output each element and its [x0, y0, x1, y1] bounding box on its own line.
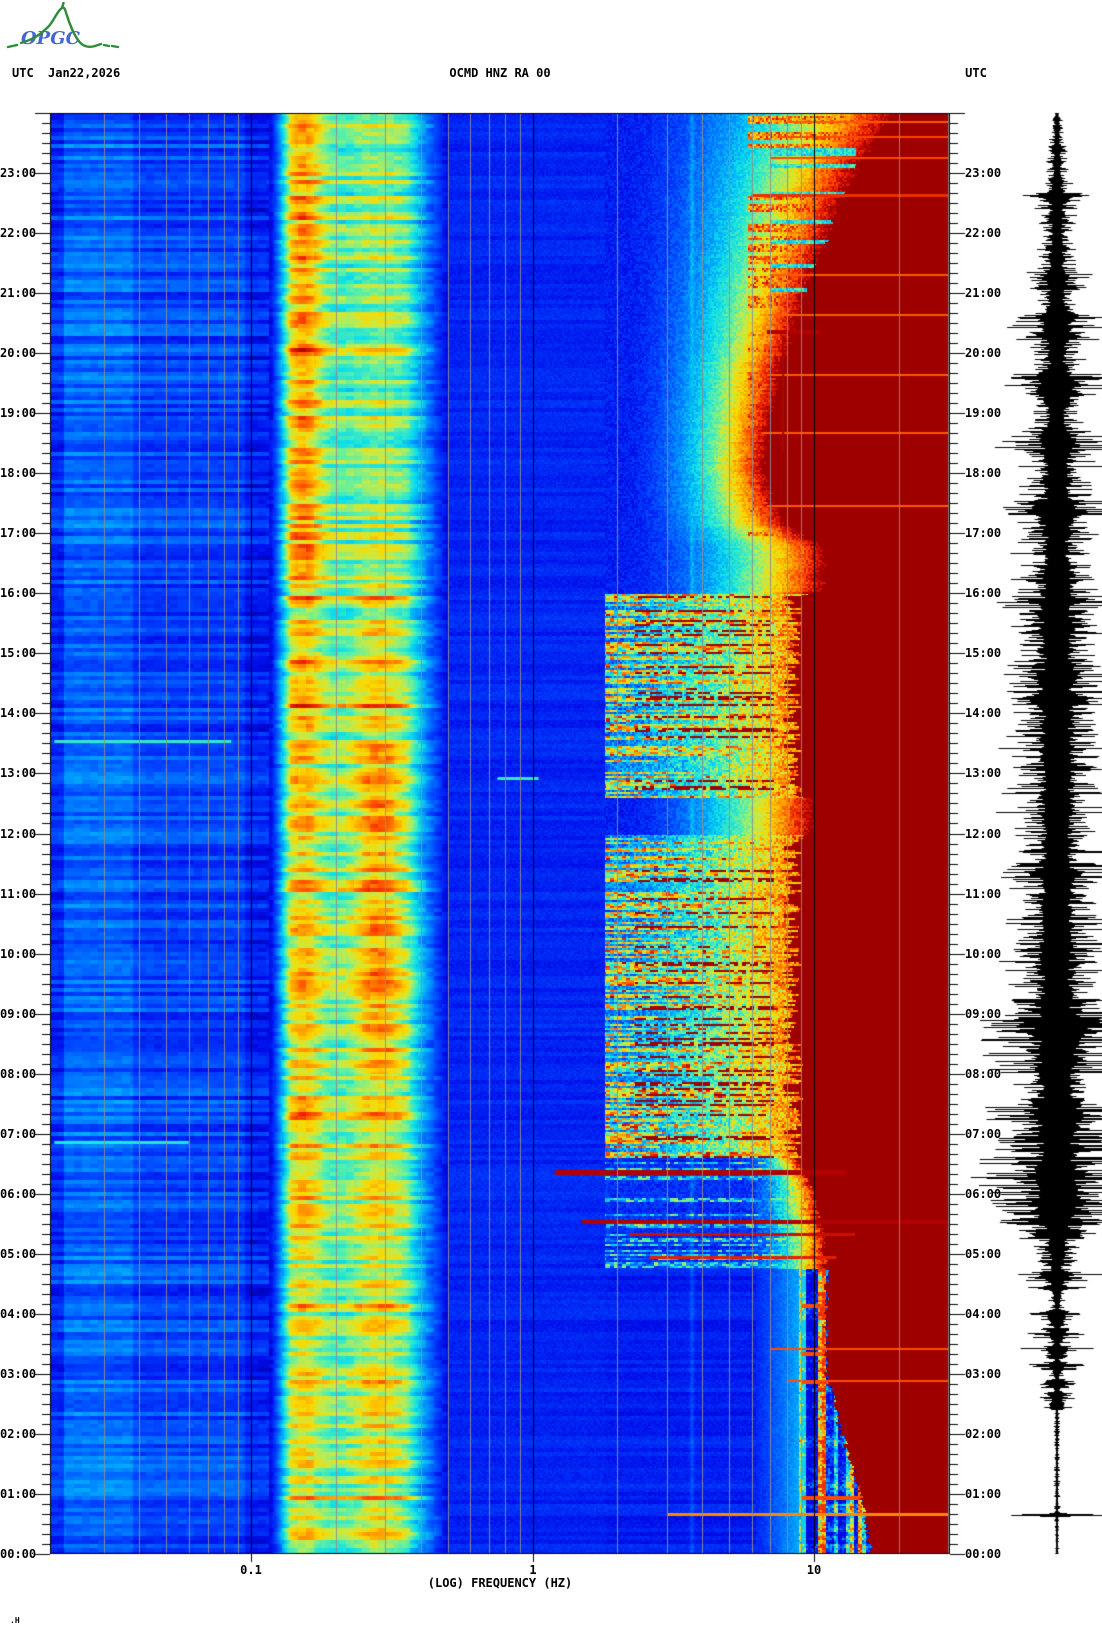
hour-label-right: 00:00	[965, 1547, 1002, 1561]
hour-label-right: 04:00	[965, 1307, 1002, 1321]
hour-label-right: 06:00	[965, 1187, 1002, 1201]
hour-label-left: 12:00	[0, 827, 37, 841]
hour-label-left: 19:00	[0, 406, 37, 420]
hour-label-left: 21:00	[0, 286, 37, 300]
logo-text: OPGC	[21, 28, 81, 49]
hour-label-left: 18:00	[0, 466, 37, 480]
hour-label-right: 01:00	[965, 1487, 1002, 1501]
hour-label-right: 05:00	[965, 1247, 1002, 1261]
utc-right-label: UTC	[965, 66, 987, 80]
freq-tick-label: 1	[529, 1563, 537, 1577]
freq-tick-label: 0.1	[240, 1563, 262, 1577]
hour-label-left: 14:00	[0, 706, 37, 720]
hour-label-right: 20:00	[965, 346, 1002, 360]
corner-mark: .H	[10, 1616, 20, 1625]
hour-label-right: 09:00	[965, 1007, 1002, 1021]
hour-label-left: 08:00	[0, 1067, 37, 1081]
hour-label-left: 15:00	[0, 646, 37, 660]
logo-mountain-line	[6, 2, 120, 49]
hour-label-right: 23:00	[965, 166, 1002, 180]
utc-left-label: UTC	[12, 66, 34, 80]
hour-label-left: 01:00	[0, 1487, 37, 1501]
hour-label-right: 07:00	[965, 1127, 1002, 1141]
hour-label-right: 17:00	[965, 526, 1002, 540]
hour-label-right: 11:00	[965, 887, 1002, 901]
hour-label-right: 08:00	[965, 1067, 1002, 1081]
hour-label-right: 03:00	[965, 1367, 1002, 1381]
hour-label-left: 10:00	[0, 947, 37, 961]
station-title: OCMD HNZ RA 00	[449, 66, 551, 80]
freq-tick-label: 10	[806, 1563, 822, 1577]
hour-label-left: 04:00	[0, 1307, 37, 1321]
freq-axis-label: (LOG) FREQUENCY (HZ)	[427, 1576, 573, 1590]
hour-label-right: 14:00	[965, 706, 1002, 720]
hour-label-left: 16:00	[0, 586, 37, 600]
hour-label-left: 22:00	[0, 226, 37, 240]
hour-label-right: 16:00	[965, 586, 1002, 600]
hour-label-left: 02:00	[0, 1427, 37, 1441]
hour-label-right: 10:00	[965, 947, 1002, 961]
hour-label-left: 23:00	[0, 166, 37, 180]
hour-label-right: 15:00	[965, 646, 1002, 660]
hour-label-left: 11:00	[0, 887, 37, 901]
opgc-logo: OPGC	[6, 2, 120, 49]
hour-label-left: 07:00	[0, 1127, 37, 1141]
hour-label-right: 13:00	[965, 766, 1002, 780]
hour-label-left: 13:00	[0, 766, 37, 780]
hour-label-left: 09:00	[0, 1007, 37, 1021]
hour-label-left: 00:00	[0, 1547, 37, 1561]
hour-label-right: 12:00	[965, 827, 1002, 841]
hour-label-left: 05:00	[0, 1247, 37, 1261]
hour-label-right: 22:00	[965, 226, 1002, 240]
hour-label-right: 19:00	[965, 406, 1002, 420]
hour-label-left: 20:00	[0, 346, 37, 360]
hour-label-left: 06:00	[0, 1187, 37, 1201]
hour-label-left: 17:00	[0, 526, 37, 540]
hour-label-right: 18:00	[965, 466, 1002, 480]
hour-label-right: 21:00	[965, 286, 1002, 300]
date-label: Jan22,2026	[48, 66, 121, 80]
hour-label-right: 02:00	[965, 1427, 1002, 1441]
hour-label-left: 03:00	[0, 1367, 37, 1381]
